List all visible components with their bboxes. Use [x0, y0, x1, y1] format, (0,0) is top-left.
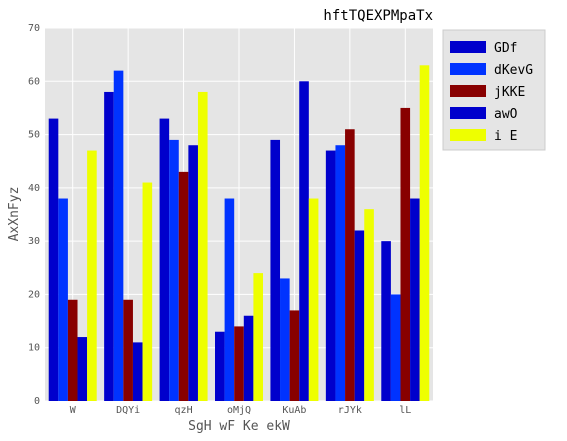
y-tick-label: 10 — [28, 343, 40, 354]
legend-swatch — [450, 63, 486, 75]
legend-label: GDf — [494, 41, 517, 56]
bar — [188, 145, 198, 401]
bar — [224, 198, 235, 401]
y-tick-label: 70 — [28, 23, 40, 34]
bar — [299, 81, 309, 402]
bar — [280, 278, 290, 401]
bar — [142, 182, 153, 401]
y-tick-label: 30 — [28, 236, 40, 247]
x-tick-label: lL — [399, 405, 411, 416]
bar — [48, 118, 59, 401]
bar — [419, 65, 430, 402]
y-tick-label: 40 — [28, 183, 40, 194]
bar — [169, 139, 179, 401]
y-tick-label: 50 — [28, 130, 40, 141]
legend: GDf dKevG jKKE awO i E — [442, 29, 546, 151]
legend-swatch — [450, 85, 486, 97]
x-tick-label: qzH — [175, 405, 193, 416]
bar — [325, 150, 336, 401]
bar — [178, 171, 189, 401]
legend-swatch — [450, 41, 486, 53]
bar — [390, 294, 401, 401]
x-tick-label: rJYk — [338, 405, 362, 416]
bar — [253, 273, 263, 401]
bar — [308, 198, 319, 401]
legend-swatch — [450, 129, 486, 141]
chart-title: hftTQEXPMpaTx — [323, 8, 433, 24]
bars — [48, 65, 430, 402]
y-axis-label: AxXnFyz — [7, 187, 22, 242]
legend-label: awO — [494, 107, 518, 122]
x-tick-label: KuAb — [282, 405, 306, 416]
bar — [123, 299, 133, 401]
bar — [67, 299, 78, 401]
x-axis-label: SgH wF Ke ekW — [188, 419, 290, 434]
legend-label: i E — [494, 129, 517, 144]
y-tick-label: 0 — [34, 396, 40, 407]
bar — [400, 107, 411, 401]
bar — [354, 230, 365, 401]
bar — [289, 310, 300, 401]
bar — [243, 315, 254, 401]
bar — [335, 145, 346, 401]
x-tick-label: DQYi — [116, 405, 140, 416]
bar — [410, 198, 420, 401]
bar — [77, 337, 88, 401]
bar — [87, 150, 97, 401]
bar — [132, 342, 143, 401]
bar — [197, 91, 208, 401]
bar — [234, 326, 244, 401]
legend-label: dKevG — [494, 63, 533, 78]
bar — [364, 209, 374, 401]
bar — [345, 129, 355, 401]
y-tick-labels: 0 10 20 30 40 50 60 70 — [28, 23, 40, 407]
bar — [113, 70, 124, 401]
bar — [215, 331, 225, 401]
bar — [58, 198, 68, 401]
x-tick-labels: W DQYi qzH oMjQ KuAb rJYk lL — [70, 405, 412, 416]
bar — [159, 118, 170, 401]
y-tick-label: 20 — [28, 289, 40, 300]
bar — [381, 241, 391, 401]
bar — [104, 91, 114, 401]
x-tick-label: oMjQ — [227, 405, 251, 416]
x-tick-label: W — [70, 405, 77, 416]
bar — [270, 139, 281, 401]
y-tick-label: 60 — [28, 76, 40, 87]
legend-label: jKKE — [494, 85, 525, 100]
legend-swatch — [450, 107, 486, 119]
